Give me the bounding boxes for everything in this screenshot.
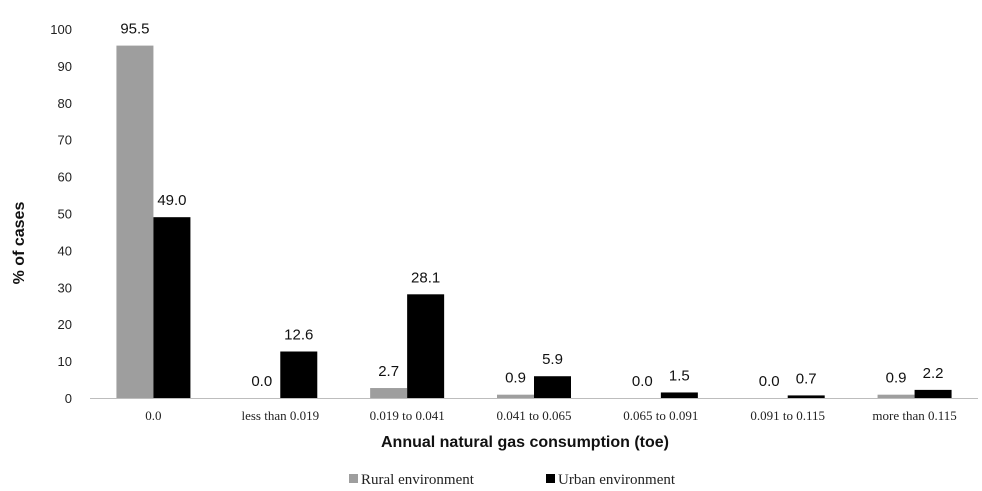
- rural-data-label: 0.0: [251, 373, 272, 390]
- urban-data-label: 1.5: [669, 367, 690, 384]
- x-category-label: 0.091 to 0.115: [750, 408, 825, 423]
- urban-legend-swatch: [546, 474, 555, 483]
- x-category-label: 0.041 to 0.065: [496, 408, 571, 423]
- y-tick-label: 70: [58, 133, 72, 148]
- rural-data-label: 0.0: [759, 373, 780, 390]
- y-tick-label: 10: [58, 354, 72, 369]
- rural-legend-swatch: [349, 474, 358, 483]
- urban-data-label: 0.7: [796, 370, 817, 387]
- y-tick-label: 90: [58, 59, 72, 74]
- rural-bar: [497, 394, 534, 398]
- y-axis-title: % of cases: [11, 202, 28, 285]
- x-category-label: 0.065 to 0.091: [623, 408, 698, 423]
- y-tick-label: 80: [58, 96, 72, 111]
- rural-data-label: 95.5: [120, 21, 149, 38]
- urban-data-label: 5.9: [542, 351, 563, 368]
- urban-data-label: 2.2: [923, 365, 944, 382]
- rural-bar: [116, 45, 154, 398]
- bars: [116, 45, 952, 398]
- urban-bar: [787, 395, 825, 398]
- y-tick-label: 60: [58, 170, 72, 185]
- x-category-label: 0.0: [145, 408, 161, 423]
- x-category-label: less than 0.019: [241, 408, 319, 423]
- y-tick-label: 0: [65, 391, 72, 406]
- x-category-label: more than 0.115: [872, 408, 956, 423]
- rural-data-label: 0.9: [886, 370, 907, 387]
- urban-bar: [280, 351, 318, 398]
- y-tick-label: 100: [50, 22, 72, 37]
- y-tick-label: 30: [58, 280, 72, 295]
- rural-bar: [877, 394, 915, 398]
- x-axis-category-labels: 0.0 less than 0.019 0.019 to 0.041 0.041 to…: [145, 408, 956, 423]
- data-labels: 95.5 49.0 0.0 12.6 2.7 28.1 0.9 5.9 0.0 1.5 0.0 0.7…: [120, 21, 943, 390]
- urban-bar: [407, 294, 445, 398]
- urban-data-label: 28.1: [411, 269, 440, 286]
- x-axis-title: Annual natural gas consumption (toe): [381, 434, 669, 451]
- rural-data-label: 0.0: [632, 373, 653, 390]
- legend: Rural environment Urban environment: [349, 472, 676, 488]
- rural-bar: [370, 388, 408, 398]
- y-tick-label: 40: [58, 243, 72, 258]
- rural-data-label: 0.9: [505, 370, 526, 387]
- x-category-label: 0.019 to 0.041: [370, 408, 445, 423]
- urban-data-label: 49.0: [157, 192, 186, 209]
- urban-data-label: 12.6: [284, 327, 313, 344]
- y-tick-label: 20: [58, 317, 72, 332]
- urban-bar: [153, 217, 191, 398]
- urban-bar: [534, 376, 571, 398]
- y-axis-ticks: 0 10 20 30 40 50 60 70 80 90 100: [50, 22, 72, 406]
- urban-legend-label: Urban environment: [558, 472, 676, 488]
- urban-bar: [914, 389, 952, 398]
- urban-bar: [660, 392, 698, 398]
- rural-data-label: 2.7: [378, 363, 399, 380]
- y-tick-label: 50: [58, 207, 72, 222]
- rural-legend-label: Rural environment: [361, 472, 475, 488]
